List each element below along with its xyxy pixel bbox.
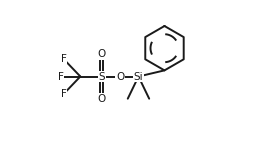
- Text: F: F: [60, 89, 67, 99]
- Text: O: O: [98, 94, 106, 104]
- Text: F: F: [60, 54, 67, 64]
- Text: S: S: [99, 71, 105, 82]
- Text: O: O: [116, 71, 124, 82]
- Text: Si: Si: [134, 71, 143, 82]
- Text: F: F: [57, 71, 64, 82]
- Text: O: O: [98, 49, 106, 59]
